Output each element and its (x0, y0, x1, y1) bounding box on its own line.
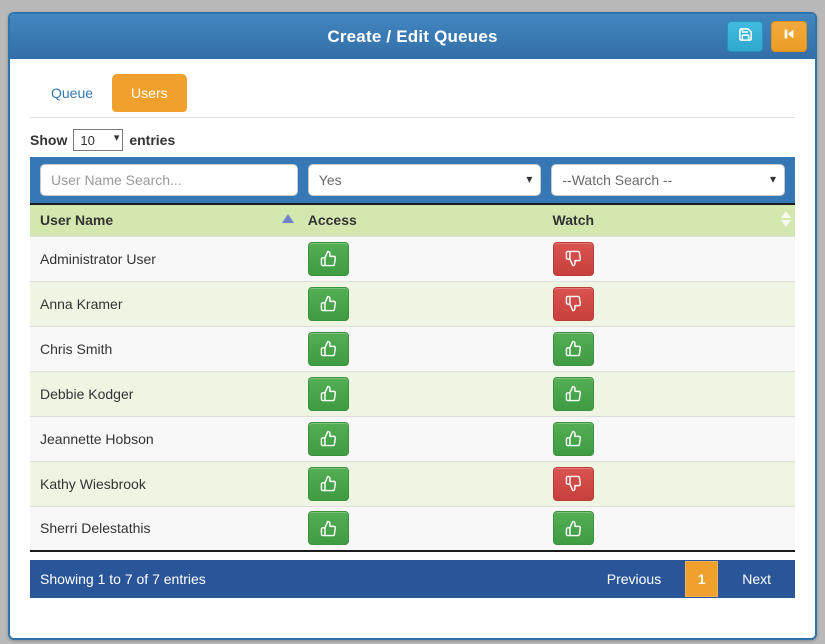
user-table-body: Administrator User Anna Kramer Chris Smith… (30, 235, 795, 551)
table-footer: Showing 1 to 7 of 7 entries Previous 1 N… (30, 560, 795, 598)
thumbs-up-icon (320, 385, 336, 402)
watch-toggle-button[interactable] (552, 511, 594, 546)
filter-bar: Yes --Watch Search -- (30, 157, 795, 203)
watch-toggle-button[interactable] (552, 421, 594, 456)
tab-bar: Queue Users (30, 74, 795, 118)
access-filter-select[interactable]: Yes (307, 164, 542, 196)
watch-toggle-button[interactable] (552, 286, 594, 321)
table-info: Showing 1 to 7 of 7 entries (40, 571, 206, 587)
table-row: Kathy Wiesbrook (30, 460, 795, 506)
column-header-access[interactable]: Access (297, 204, 543, 236)
pagination: Previous 1 Next (593, 560, 785, 598)
users-table: User Name Access Watch Administrator Use… (30, 203, 795, 552)
access-toggle-button-cell (297, 235, 543, 281)
thumbs-up-icon (320, 430, 336, 447)
watch-toggle-button[interactable] (552, 466, 594, 501)
tab-queue[interactable]: Queue (51, 85, 94, 101)
previous-page-button[interactable]: Previous (606, 571, 662, 587)
watch-toggle-button-cell (542, 325, 795, 371)
user-name-cell: Administrator User (30, 235, 298, 281)
access-toggle-button[interactable] (307, 241, 349, 276)
watch-toggle-button-cell (542, 505, 795, 551)
column-header-watch[interactable]: Watch (542, 204, 795, 236)
access-toggle-button-cell (297, 505, 543, 551)
access-toggle-button[interactable] (307, 466, 349, 501)
thumbs-up-icon (565, 340, 581, 357)
access-toggle-button[interactable] (307, 421, 349, 456)
tab-users[interactable]: Users (112, 74, 187, 112)
access-toggle-button-cell (297, 325, 543, 371)
current-page-button[interactable]: 1 (685, 561, 719, 597)
access-toggle-button[interactable] (307, 511, 349, 546)
user-name-cell: Chris Smith (30, 325, 298, 371)
thumbs-up-icon (565, 430, 581, 447)
table-row: Sherri Delestathis (30, 505, 795, 551)
entries-select-wrap: 10 (73, 129, 124, 151)
sort-both-icon (781, 211, 791, 227)
column-header-user-name[interactable]: User Name (30, 204, 298, 236)
user-name-search-input[interactable] (40, 164, 298, 196)
thumbs-up-icon (565, 385, 581, 402)
entries-label: entries (129, 132, 176, 148)
table-row: Anna Kramer (30, 280, 795, 326)
thumbs-up-icon (320, 295, 336, 312)
access-toggle-button-cell (297, 460, 543, 506)
user-name-cell: Jeannette Hobson (30, 415, 298, 461)
watch-toggle-button-cell (542, 280, 795, 326)
watch-toggle-button-cell (542, 460, 795, 506)
dialog-title: Create / Edit Queues (327, 26, 498, 46)
entries-select[interactable]: 10 (73, 129, 124, 151)
watch-toggle-button[interactable] (552, 376, 594, 411)
table-row: Jeannette Hobson (30, 415, 795, 461)
dialog-title-bar: Create / Edit Queues (10, 14, 815, 59)
show-label: Show (30, 132, 68, 148)
user-name-cell: Anna Kramer (30, 280, 298, 326)
thumbs-up-icon (320, 340, 336, 357)
thumbs-up-icon (320, 475, 336, 492)
access-toggle-button[interactable] (307, 331, 349, 366)
table-row: Debbie Kodger (30, 370, 795, 416)
user-name-cell: Debbie Kodger (30, 370, 298, 416)
watch-filter-wrap: --Watch Search -- (551, 164, 786, 196)
access-toggle-button-cell (297, 415, 543, 461)
table-row: Administrator User (30, 235, 795, 281)
thumbs-down-icon (565, 295, 581, 312)
watch-toggle-button[interactable] (552, 331, 594, 366)
thumbs-up-icon (565, 520, 581, 537)
back-button[interactable] (771, 21, 807, 52)
user-name-cell: Kathy Wiesbrook (30, 460, 298, 506)
watch-toggle-button[interactable] (552, 241, 594, 276)
access-toggle-button[interactable] (307, 286, 349, 321)
access-toggle-button-cell (297, 370, 543, 416)
thumbs-down-icon (565, 475, 581, 492)
user-name-cell: Sherri Delestathis (30, 505, 298, 551)
watch-toggle-button-cell (542, 415, 795, 461)
access-toggle-button-cell (297, 280, 543, 326)
create-edit-queues-dialog: Create / Edit Queues Queue User (8, 12, 817, 640)
step-backward-icon (782, 27, 796, 46)
save-icon (738, 27, 753, 47)
save-button[interactable] (727, 21, 763, 52)
length-menu: Show 10 entries (30, 129, 795, 151)
thumbs-up-icon (320, 250, 336, 267)
thumbs-up-icon (320, 520, 336, 537)
watch-filter-select[interactable]: --Watch Search -- (551, 164, 786, 196)
access-toggle-button[interactable] (307, 376, 349, 411)
sort-ascending-icon (281, 214, 294, 223)
next-page-button[interactable]: Next (742, 571, 771, 587)
thumbs-down-icon (565, 250, 581, 267)
table-header-row: User Name Access Watch (30, 204, 795, 236)
watch-toggle-button-cell (542, 370, 795, 416)
access-filter-wrap: Yes (307, 164, 542, 196)
table-row: Chris Smith (30, 325, 795, 371)
watch-toggle-button-cell (542, 235, 795, 281)
